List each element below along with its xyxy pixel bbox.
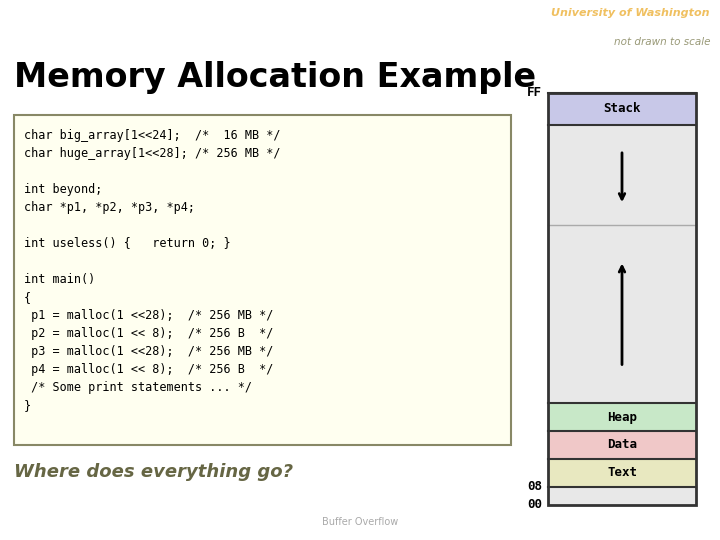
Text: University of Washington: University of Washington bbox=[551, 8, 709, 17]
Text: Buffer Overflow: Buffer Overflow bbox=[322, 517, 398, 527]
Bar bbox=[548, 431, 696, 459]
Bar bbox=[548, 225, 696, 403]
Bar bbox=[548, 93, 696, 125]
Bar bbox=[548, 403, 696, 431]
Text: char big_array[1<<24];  /*  16 MB */
char huge_array[1<<28]; /* 256 MB */

int b: char big_array[1<<24]; /* 16 MB */ char … bbox=[24, 129, 281, 412]
Text: Stack: Stack bbox=[603, 103, 641, 116]
Bar bbox=[14, 115, 511, 445]
Bar bbox=[548, 93, 696, 505]
Text: Text: Text bbox=[607, 467, 637, 480]
Text: 08: 08 bbox=[527, 481, 542, 494]
Bar bbox=[548, 125, 696, 225]
Bar bbox=[548, 459, 696, 487]
Text: Memory Allocation Example: Memory Allocation Example bbox=[14, 62, 536, 94]
Text: not drawn to scale: not drawn to scale bbox=[613, 37, 710, 47]
Text: Where does everything go?: Where does everything go? bbox=[14, 463, 293, 481]
Bar bbox=[548, 487, 696, 505]
Text: Data: Data bbox=[607, 438, 637, 451]
Text: FF: FF bbox=[527, 86, 542, 99]
Text: Heap: Heap bbox=[607, 410, 637, 423]
Text: 00: 00 bbox=[527, 498, 542, 511]
